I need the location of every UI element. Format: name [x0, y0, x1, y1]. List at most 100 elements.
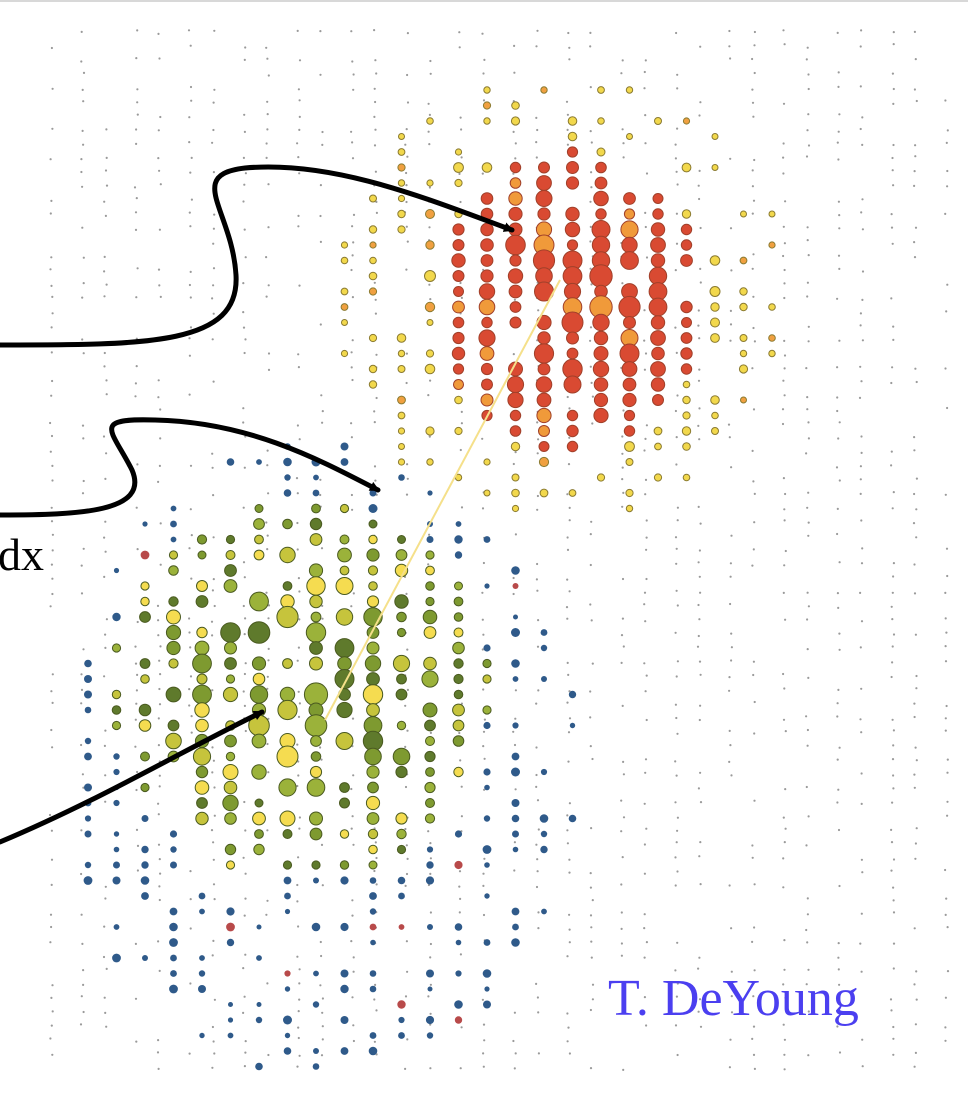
hit [429, 1067, 431, 1069]
hit [310, 534, 322, 546]
hit [296, 477, 298, 479]
hit [890, 297, 892, 299]
hit [513, 72, 515, 74]
hit [643, 662, 645, 664]
hit [103, 365, 105, 367]
hit [699, 841, 701, 843]
hit [228, 1002, 233, 1007]
hit [859, 366, 861, 368]
hit [255, 535, 264, 544]
hit [541, 676, 547, 682]
hit [454, 535, 462, 543]
hit [644, 369, 646, 371]
hit [199, 955, 205, 961]
hit [892, 169, 894, 171]
hit [407, 241, 409, 243]
hit [352, 718, 354, 720]
hit [808, 340, 810, 342]
hit [622, 578, 624, 580]
hit [836, 396, 838, 398]
hit [340, 876, 348, 884]
hit [157, 803, 159, 805]
hit [158, 717, 160, 719]
hit [213, 171, 215, 173]
hit [80, 873, 82, 875]
hit [482, 379, 493, 390]
hit [252, 734, 266, 748]
hit [482, 634, 484, 636]
hit [541, 831, 547, 837]
hit [244, 673, 246, 675]
hit [461, 786, 463, 788]
hit [861, 299, 863, 301]
hit [769, 350, 775, 356]
hit [243, 690, 245, 692]
hit [135, 211, 137, 213]
hit [427, 995, 429, 997]
hit [85, 862, 91, 868]
hit [398, 428, 404, 434]
hit [134, 646, 136, 648]
hit [511, 117, 519, 125]
hit [280, 687, 294, 701]
hit [536, 858, 538, 860]
hit [541, 909, 547, 915]
hit [297, 548, 299, 550]
hit [675, 884, 677, 886]
hit [481, 239, 494, 252]
hit [453, 317, 464, 328]
hit [284, 1047, 292, 1055]
hit [159, 703, 161, 705]
hit [310, 766, 321, 777]
hit [320, 955, 322, 957]
hit [512, 799, 520, 807]
hit [340, 923, 348, 931]
hit [242, 407, 244, 409]
hit [624, 193, 636, 205]
hit [539, 162, 550, 173]
hit [280, 547, 295, 562]
hit [265, 914, 267, 916]
hit [245, 873, 247, 875]
hit [512, 722, 518, 728]
hit [483, 722, 490, 729]
hit [80, 829, 82, 831]
hit [567, 674, 569, 676]
hit [158, 1068, 160, 1070]
hit [82, 425, 84, 427]
hit [861, 198, 863, 200]
hit [513, 676, 519, 682]
hit [676, 171, 678, 173]
hit [170, 908, 178, 916]
hit [861, 547, 863, 549]
hit [782, 380, 784, 382]
hit [398, 180, 404, 186]
hit [299, 99, 301, 101]
hit [158, 844, 160, 846]
hit [268, 369, 270, 371]
hit [783, 508, 785, 510]
hit [429, 60, 431, 62]
hit [50, 729, 52, 731]
hit [298, 590, 300, 592]
hit [590, 86, 592, 88]
hit [406, 226, 408, 228]
hit [592, 899, 594, 901]
hit [623, 773, 625, 775]
hit [340, 798, 350, 808]
hit [428, 534, 430, 536]
hit [423, 703, 437, 717]
hit [769, 211, 775, 217]
hit [453, 704, 465, 716]
hit [784, 619, 786, 621]
hit [353, 73, 355, 75]
hit [838, 71, 840, 73]
hit [784, 367, 786, 369]
hit [398, 366, 405, 373]
hit [753, 732, 755, 734]
hit [946, 284, 948, 286]
hit [213, 313, 215, 315]
hit [682, 210, 690, 218]
hit [278, 700, 297, 719]
hit [783, 687, 785, 689]
